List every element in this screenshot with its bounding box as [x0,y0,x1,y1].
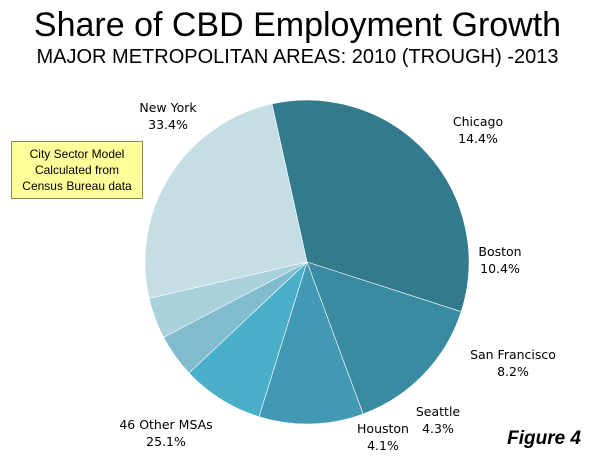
source-note-line-1: City Sector Model [29,147,125,161]
slice-name-new-york: New York [139,100,197,115]
pie-slice-46-other-msas [144,103,308,299]
slice-value-houston: 4.1% [367,438,399,453]
slice-name-chicago: Chicago [453,114,503,129]
chart-title: Share of CBD Employment Growth [33,6,562,44]
figure-label: Figure 4 [507,428,581,449]
source-note: City Sector Model Calculated from Census… [11,141,143,199]
slice-name-boston: Boston [478,244,521,259]
slice-value-san-francisco: 8.2% [497,364,529,379]
pie-slice-chicago [306,261,462,415]
slice-name-46-other-msas: 46 Other MSAs [119,417,212,432]
slice-name-houston: Houston [357,421,409,436]
slice-value-seattle: 4.3% [422,421,454,436]
slice-value-46-other-msas: 25.1% [146,434,186,449]
slice-value-boston: 10.4% [480,261,520,276]
pie-slice-boston [258,261,364,425]
source-note-line-3: Census Bureau data [22,179,132,193]
slice-name-san-francisco: San Francisco [470,347,556,362]
chart-subtitle: MAJOR METROPOLITAN AREAS: 2010 (TROUGH) … [36,46,559,68]
slice-value-new-york: 33.4% [148,117,188,132]
pie-slice-new-york [271,99,470,313]
slice-name-seattle: Seattle [416,404,461,419]
slice-value-chicago: 14.4% [458,131,498,146]
source-note-line-2: Calculated from [34,163,120,177]
